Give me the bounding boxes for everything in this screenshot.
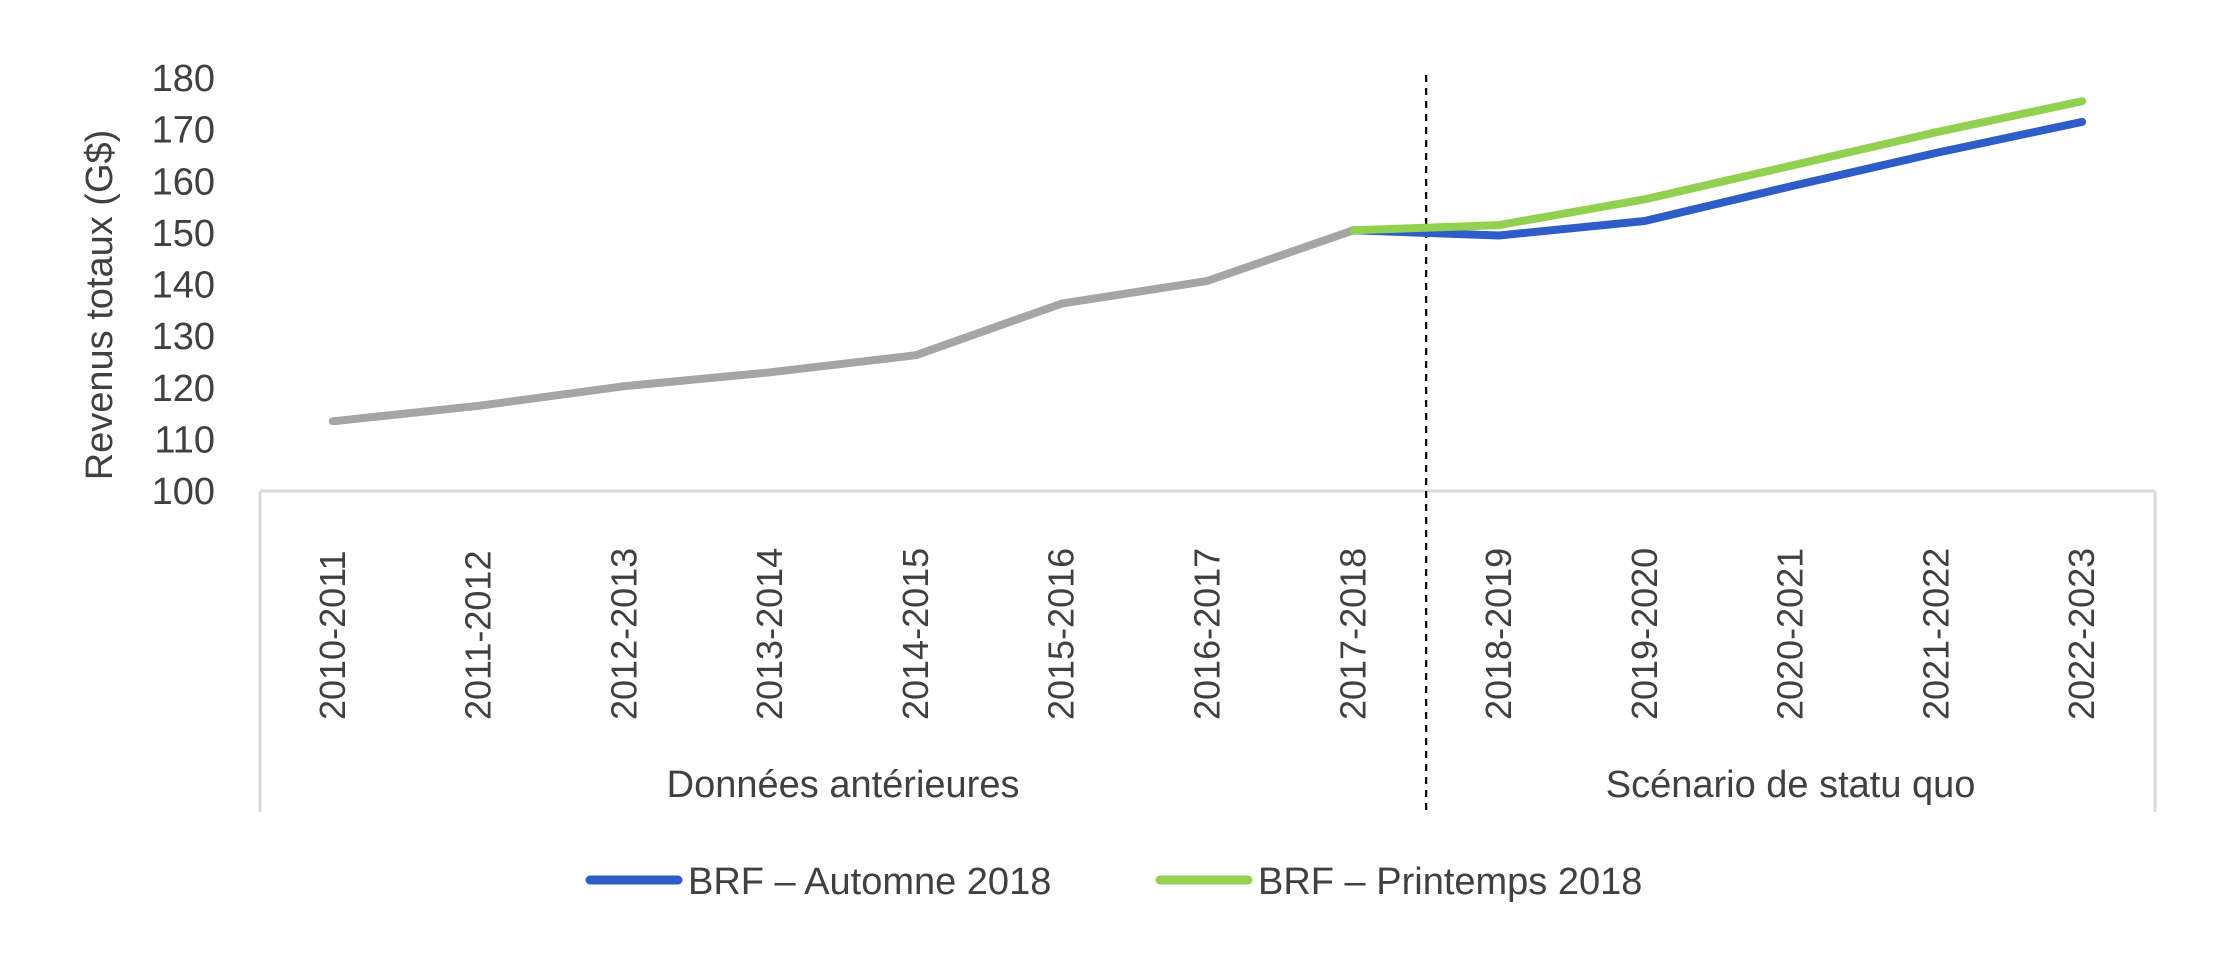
- y-tick-label: 150: [152, 213, 215, 255]
- y-tick-label: 140: [152, 265, 215, 307]
- legend-label: BRF – Automne 2018: [688, 861, 1051, 903]
- y-tick-label: 170: [152, 110, 215, 152]
- series-line-0: [328, 226, 1358, 426]
- x-tick-label: 2010-2011: [312, 551, 353, 721]
- legend: BRF – Automne 2018 BRF – Printemps 2018: [585, 861, 1642, 903]
- x-tick-label: 2015-2016: [1041, 548, 1082, 720]
- series-line-2: [1349, 97, 2087, 235]
- x-tick-label: 2016-2017: [1187, 548, 1228, 720]
- x-tick-label: 2013-2014: [749, 548, 790, 720]
- legend-label: BRF – Printemps 2018: [1258, 861, 1642, 903]
- x-tick-label: 2021-2022: [1915, 548, 1956, 720]
- series-line-1: [1349, 117, 2087, 240]
- y-axis-label: Revenus totaux (G$): [79, 130, 121, 481]
- y-axis-ticks: 100 110 120 130 140 150 160 170 180: [152, 58, 215, 513]
- x-tick-label: 2011-2012: [458, 551, 499, 721]
- x-tick-label: 2019-2020: [1624, 548, 1665, 720]
- x-tick-label: 2017-2018: [1332, 548, 1373, 720]
- y-tick-label: 130: [152, 316, 215, 358]
- y-tick-label: 160: [152, 161, 215, 203]
- category-groups: Données antérieures Scénario de statu quo: [667, 764, 1976, 806]
- series-lines: [328, 97, 2087, 426]
- y-tick-label: 100: [152, 471, 215, 513]
- x-tick-label: 2012-2013: [603, 548, 644, 720]
- x-tick-label: 2018-2019: [1478, 548, 1519, 720]
- x-tick-label: 2022-2023: [2061, 548, 2102, 720]
- x-tick-label: 2020-2021: [1770, 548, 1811, 720]
- x-axis-ticks: 2010-2011 2011-2012 2012-2013 2013-2014 2014…: [312, 548, 2102, 720]
- y-tick-label: 180: [152, 58, 215, 100]
- category-group-label: Scénario de statu quo: [1606, 764, 1976, 806]
- x-axis-frame: [258, 75, 2157, 812]
- x-tick-label: 2014-2015: [895, 548, 936, 720]
- y-tick-label: 120: [152, 368, 215, 410]
- category-group-label: Données antérieures: [667, 764, 1020, 806]
- y-tick-label: 110: [154, 419, 215, 461]
